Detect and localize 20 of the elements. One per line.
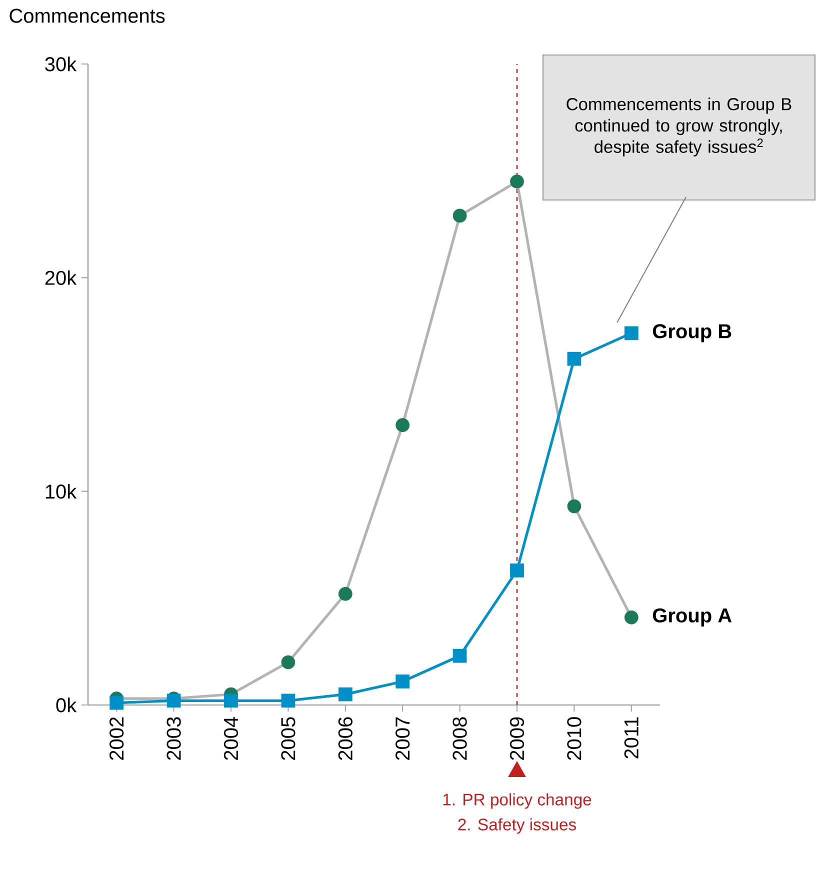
y-tick-label: 30k <box>45 56 77 72</box>
x-tick-label: 2007 <box>396 717 410 760</box>
text: 2. Safety issues <box>458 818 576 834</box>
x-tick-label: 2011 <box>624 717 638 758</box>
y-axis-title: Commencements <box>10 8 165 23</box>
x-tick-label: 2010 <box>567 717 582 760</box>
text: 1. PR policy change <box>443 793 592 809</box>
annotation: Commencements in Group B continued to grow strongly, despite safety issues$^{2}$ <box>566 98 792 156</box>
y-tick-label: 0k <box>56 698 77 712</box>
x-tick-label: 2008 <box>452 717 467 760</box>
series-label: Group B <box>652 324 732 342</box>
x-tick-label: 2006 <box>338 717 352 760</box>
x-tick-label: 2004 <box>224 716 238 760</box>
series-label: Group A <box>652 608 732 626</box>
x-tick-label: 2009 <box>510 717 524 760</box>
x-tick-label: 2002 <box>110 717 124 760</box>
y-tick-label: 20k <box>45 270 77 285</box>
x-tick-label: 2003 <box>166 717 181 760</box>
y-tick-label: 10k <box>46 484 77 499</box>
x-tick-label: 2005 <box>281 717 296 760</box>
